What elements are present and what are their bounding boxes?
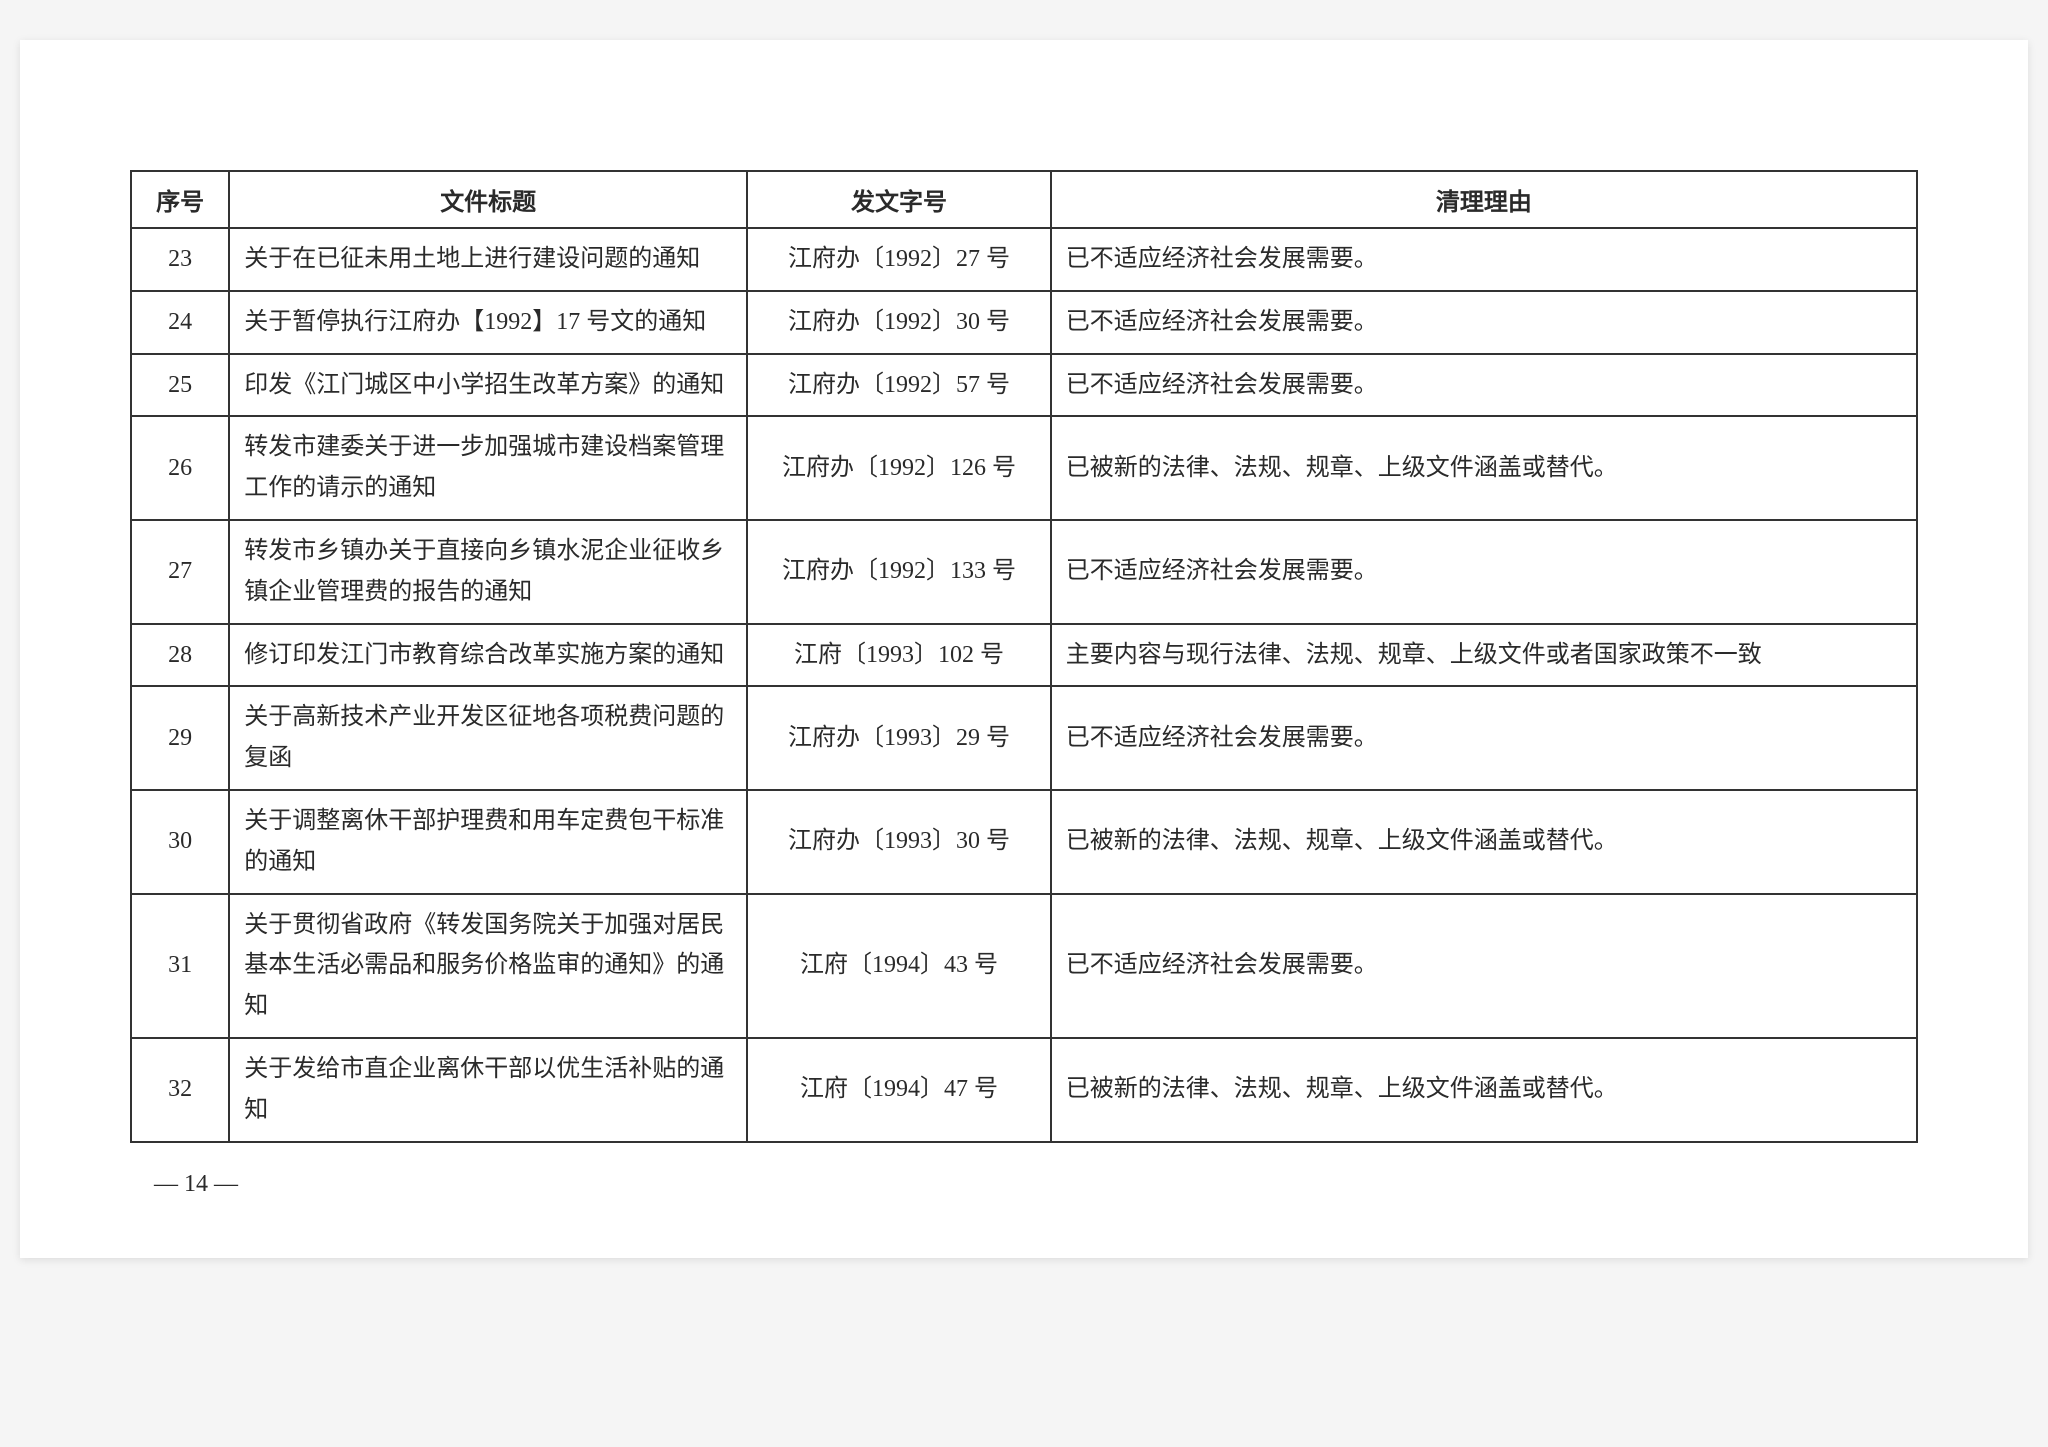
cell-docno: 江府办〔1992〕133 号 [747,520,1051,624]
table-row: 27 转发市乡镇办关于直接向乡镇水泥企业征收乡镇企业管理费的报告的通知 江府办〔… [131,520,1917,624]
cell-reason: 已被新的法律、法规、规章、上级文件涵盖或替代。 [1051,1038,1917,1142]
cell-docno: 江府办〔1993〕30 号 [747,790,1051,894]
cell-title: 关于高新技术产业开发区征地各项税费问题的复函 [229,686,747,790]
cell-seq: 27 [131,520,229,624]
cell-seq: 26 [131,416,229,520]
cell-seq: 24 [131,291,229,354]
table-row: 26 转发市建委关于进一步加强城市建设档案管理工作的请示的通知 江府办〔1992… [131,416,1917,520]
table-row: 29 关于高新技术产业开发区征地各项税费问题的复函 江府办〔1993〕29 号 … [131,686,1917,790]
cell-docno: 江府办〔1992〕126 号 [747,416,1051,520]
header-seq: 序号 [131,171,229,228]
cell-title: 关于贯彻省政府《转发国务院关于加强对居民基本生活必需品和服务价格监审的通知》的通… [229,894,747,1038]
cell-seq: 31 [131,894,229,1038]
table-row: 30 关于调整离休干部护理费和用车定费包干标准的通知 江府办〔1993〕30 号… [131,790,1917,894]
table-body: 23 关于在已征未用土地上进行建设问题的通知 江府办〔1992〕27 号 已不适… [131,228,1917,1142]
cell-reason: 已不适应经济社会发展需要。 [1051,228,1917,291]
cell-seq: 23 [131,228,229,291]
cell-title: 印发《江门城区中小学招生改革方案》的通知 [229,354,747,417]
cell-reason: 已被新的法律、法规、规章、上级文件涵盖或替代。 [1051,790,1917,894]
cell-title: 关于在已征未用土地上进行建设问题的通知 [229,228,747,291]
cell-docno: 江府办〔1992〕27 号 [747,228,1051,291]
cell-reason: 已不适应经济社会发展需要。 [1051,686,1917,790]
header-docno: 发文字号 [747,171,1051,228]
cell-docno: 江府办〔1992〕57 号 [747,354,1051,417]
cell-reason: 已不适应经济社会发展需要。 [1051,894,1917,1038]
cell-reason: 已被新的法律、法规、规章、上级文件涵盖或替代。 [1051,416,1917,520]
table-row: 31 关于贯彻省政府《转发国务院关于加强对居民基本生活必需品和服务价格监审的通知… [131,894,1917,1038]
header-title: 文件标题 [229,171,747,228]
cell-docno: 江府〔1994〕47 号 [747,1038,1051,1142]
cell-title: 关于调整离休干部护理费和用车定费包干标准的通知 [229,790,747,894]
cell-docno: 江府办〔1993〕29 号 [747,686,1051,790]
cell-docno: 江府〔1994〕43 号 [747,894,1051,1038]
cell-docno: 江府〔1993〕102 号 [747,624,1051,687]
table-row: 24 关于暂停执行江府办【1992】17 号文的通知 江府办〔1992〕30 号… [131,291,1917,354]
cell-reason: 主要内容与现行法律、法规、规章、上级文件或者国家政策不一致 [1051,624,1917,687]
cell-seq: 29 [131,686,229,790]
page-number: — 14 — [130,1171,1918,1198]
cell-seq: 25 [131,354,229,417]
document-page: 序号 文件标题 发文字号 清理理由 23 关于在已征未用土地上进行建设问题的通知… [20,40,2028,1258]
cell-title: 关于暂停执行江府办【1992】17 号文的通知 [229,291,747,354]
table-header-row: 序号 文件标题 发文字号 清理理由 [131,171,1917,228]
cell-docno: 江府办〔1992〕30 号 [747,291,1051,354]
header-reason: 清理理由 [1051,171,1917,228]
cell-seq: 28 [131,624,229,687]
cell-seq: 30 [131,790,229,894]
table-row: 23 关于在已征未用土地上进行建设问题的通知 江府办〔1992〕27 号 已不适… [131,228,1917,291]
cell-reason: 已不适应经济社会发展需要。 [1051,354,1917,417]
cell-reason: 已不适应经济社会发展需要。 [1051,520,1917,624]
cell-title: 转发市乡镇办关于直接向乡镇水泥企业征收乡镇企业管理费的报告的通知 [229,520,747,624]
cell-reason: 已不适应经济社会发展需要。 [1051,291,1917,354]
table-row: 32 关于发给市直企业离休干部以优生活补贴的通知 江府〔1994〕47 号 已被… [131,1038,1917,1142]
cell-title: 关于发给市直企业离休干部以优生活补贴的通知 [229,1038,747,1142]
cell-title: 修订印发江门市教育综合改革实施方案的通知 [229,624,747,687]
table-row: 25 印发《江门城区中小学招生改革方案》的通知 江府办〔1992〕57 号 已不… [131,354,1917,417]
cell-seq: 32 [131,1038,229,1142]
cell-title: 转发市建委关于进一步加强城市建设档案管理工作的请示的通知 [229,416,747,520]
table-row: 28 修订印发江门市教育综合改革实施方案的通知 江府〔1993〕102 号 主要… [131,624,1917,687]
cleanup-table: 序号 文件标题 发文字号 清理理由 23 关于在已征未用土地上进行建设问题的通知… [130,170,1918,1143]
